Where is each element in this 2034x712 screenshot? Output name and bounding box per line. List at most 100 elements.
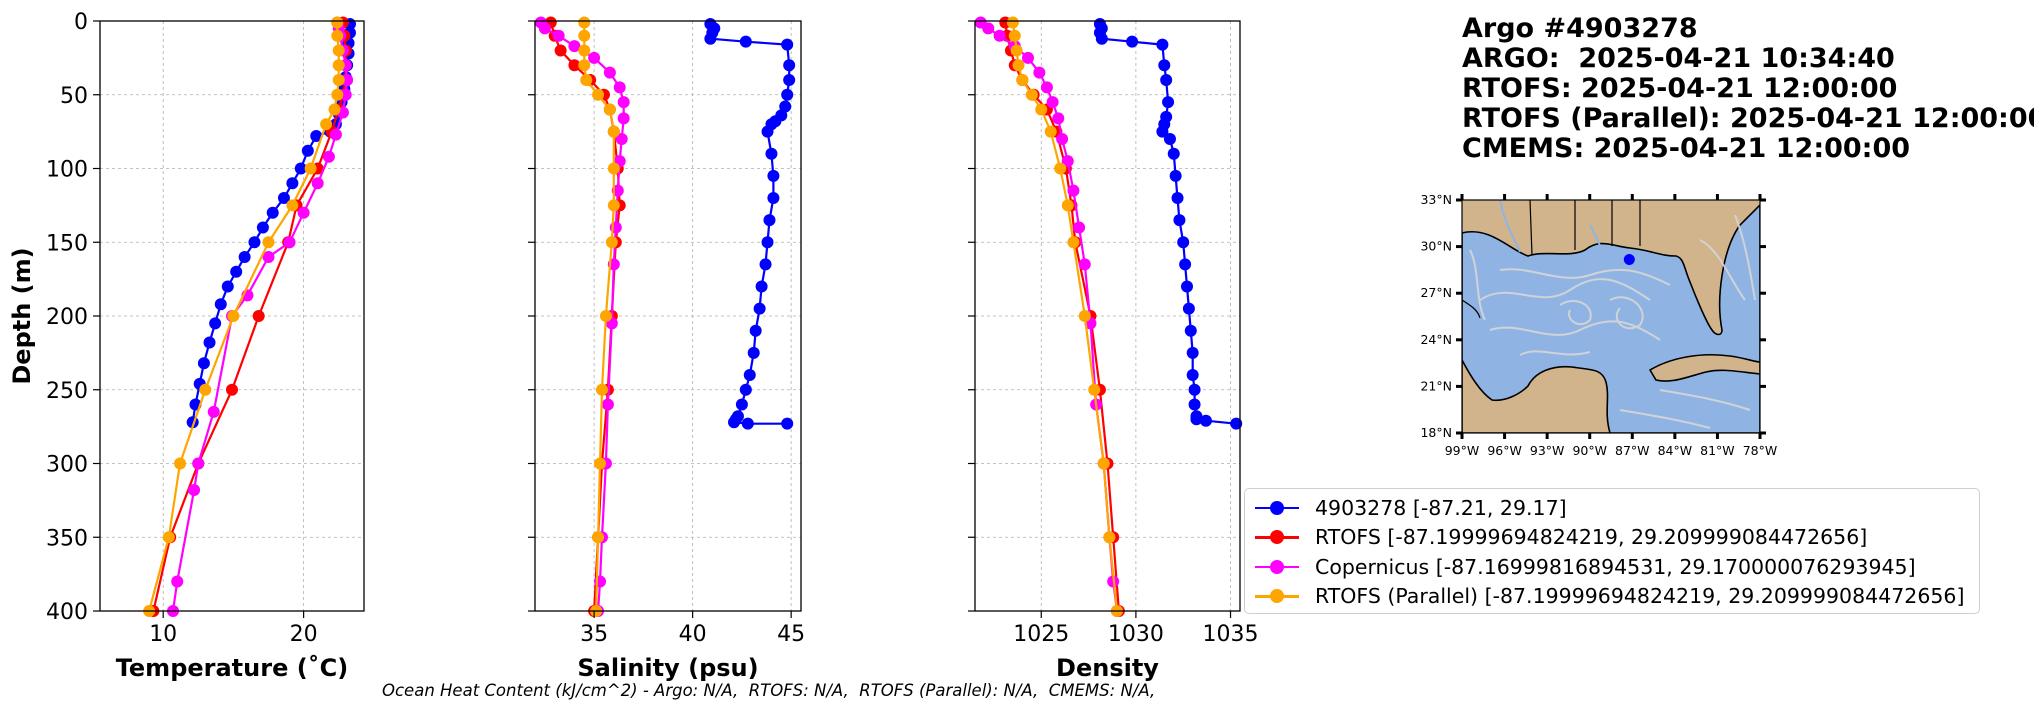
data-point [1012, 59, 1025, 72]
data-point [1033, 66, 1046, 79]
ocean-heat-content-footer: Ocean Heat Content (kJ/cm^2) - Argo: N/A… [382, 681, 1156, 700]
location-map: 33°N 30°N 27°N 24°N 21°N 18°N 99°W 96°W 93°W 90°W… [1420, 192, 1777, 458]
data-point [592, 531, 605, 544]
data-point [580, 74, 593, 86]
map-lon-label: 96°W [1487, 443, 1522, 458]
panel-temperature: 10 20050100150200250300350400Temperature … [8, 10, 365, 682]
data-point [331, 88, 344, 101]
data-point [1061, 199, 1074, 212]
series-density-3 [1006, 16, 1123, 617]
legend-item-rtofs: RTOFS [-87.19999694824219, 29.2099990844… [1255, 523, 1969, 553]
data-point [552, 29, 565, 42]
data-point [588, 51, 601, 64]
data-point [1061, 155, 1074, 168]
data-point [761, 236, 774, 249]
float-location-marker [1623, 253, 1635, 265]
series-line [549, 22, 621, 612]
data-point [1186, 369, 1199, 381]
x-axis-label: Salinity (psu) [577, 654, 758, 682]
data-point [767, 169, 780, 182]
data-point [174, 457, 187, 470]
data-point [310, 130, 323, 143]
map-lat-label: 24°N [1420, 332, 1452, 347]
data-point [341, 74, 354, 86]
data-point [171, 575, 184, 588]
data-point [230, 265, 243, 278]
data-point [1095, 32, 1108, 45]
data-point [1088, 383, 1101, 396]
data-point [332, 74, 345, 86]
data-point [1184, 324, 1197, 337]
map-lon-label: 99°W [1445, 443, 1480, 458]
data-point [1171, 192, 1184, 204]
map-lon-label: 81°W [1700, 443, 1735, 458]
data-point [1067, 236, 1080, 249]
data-point [332, 44, 345, 57]
data-point [1040, 81, 1053, 94]
y-tick-label: 0 [74, 10, 88, 35]
data-point [162, 531, 175, 544]
data-point [982, 22, 995, 35]
data-point [248, 236, 261, 249]
data-point [607, 199, 620, 212]
data-point [238, 251, 251, 263]
data-point [554, 44, 567, 57]
data-point [1167, 147, 1180, 160]
data-point [1169, 169, 1182, 182]
legend-item-rtofs-parallel: RTOFS (Parallel) [-87.19999694824219, 29… [1255, 582, 1969, 612]
legend-label-rtofs-parallel: RTOFS (Parallel) [-87.19999694824219, 29… [1315, 584, 1965, 609]
data-point [322, 150, 335, 163]
legend-swatch-copernicus [1255, 559, 1299, 574]
data-point [1046, 96, 1059, 109]
map-lon-label: 87°W [1615, 443, 1650, 458]
map-rivers [1499, 200, 1601, 253]
series-line [708, 23, 791, 425]
data-point [739, 383, 752, 396]
y-tick-label: 100 [46, 158, 88, 183]
series-density-1 [999, 16, 1125, 617]
data-point [1158, 59, 1171, 72]
data-point [1181, 280, 1193, 293]
data-point [1078, 310, 1091, 322]
title-cmems-time: CMEMS: 2025-04-21 12:00:00 [1462, 133, 1911, 164]
data-point [1177, 236, 1190, 249]
y-tick-label: 300 [46, 453, 88, 478]
data-point [765, 147, 778, 160]
data-point [1022, 51, 1034, 64]
data-point [1179, 258, 1192, 271]
y-tick-label: 350 [46, 526, 88, 551]
data-point [277, 192, 290, 204]
data-point [262, 251, 275, 263]
data-point [304, 162, 317, 175]
data-point [993, 29, 1006, 42]
map-lon-label: 78°W [1743, 443, 1778, 458]
data-point [1162, 96, 1175, 109]
data-point [297, 206, 310, 219]
data-point [1126, 35, 1139, 48]
data-point [1103, 531, 1116, 544]
data-point [221, 280, 234, 293]
data-point [617, 96, 630, 109]
y-axis-label: Depth (m) [8, 247, 36, 384]
data-point [1035, 103, 1048, 116]
data-point [209, 317, 222, 330]
y-tick-label: 50 [60, 84, 88, 109]
data-point [578, 16, 591, 29]
series-temperature-0 [186, 17, 356, 429]
data-point [227, 310, 240, 322]
data-point [755, 280, 768, 293]
data-point [704, 32, 717, 45]
legend-swatch-argo [1255, 500, 1299, 515]
data-point [599, 310, 612, 322]
series-salinity-3 [578, 16, 620, 617]
data-point [1010, 44, 1023, 57]
data-point [743, 369, 756, 381]
data-point [256, 221, 269, 234]
map-land-yucatan [1462, 359, 1611, 433]
data-point [1190, 413, 1203, 426]
data-point [1025, 88, 1038, 101]
legend-label-argo: 4903278 [-87.21, 29.17] [1315, 495, 1567, 520]
data-point [252, 310, 265, 322]
data-point [1156, 38, 1169, 51]
